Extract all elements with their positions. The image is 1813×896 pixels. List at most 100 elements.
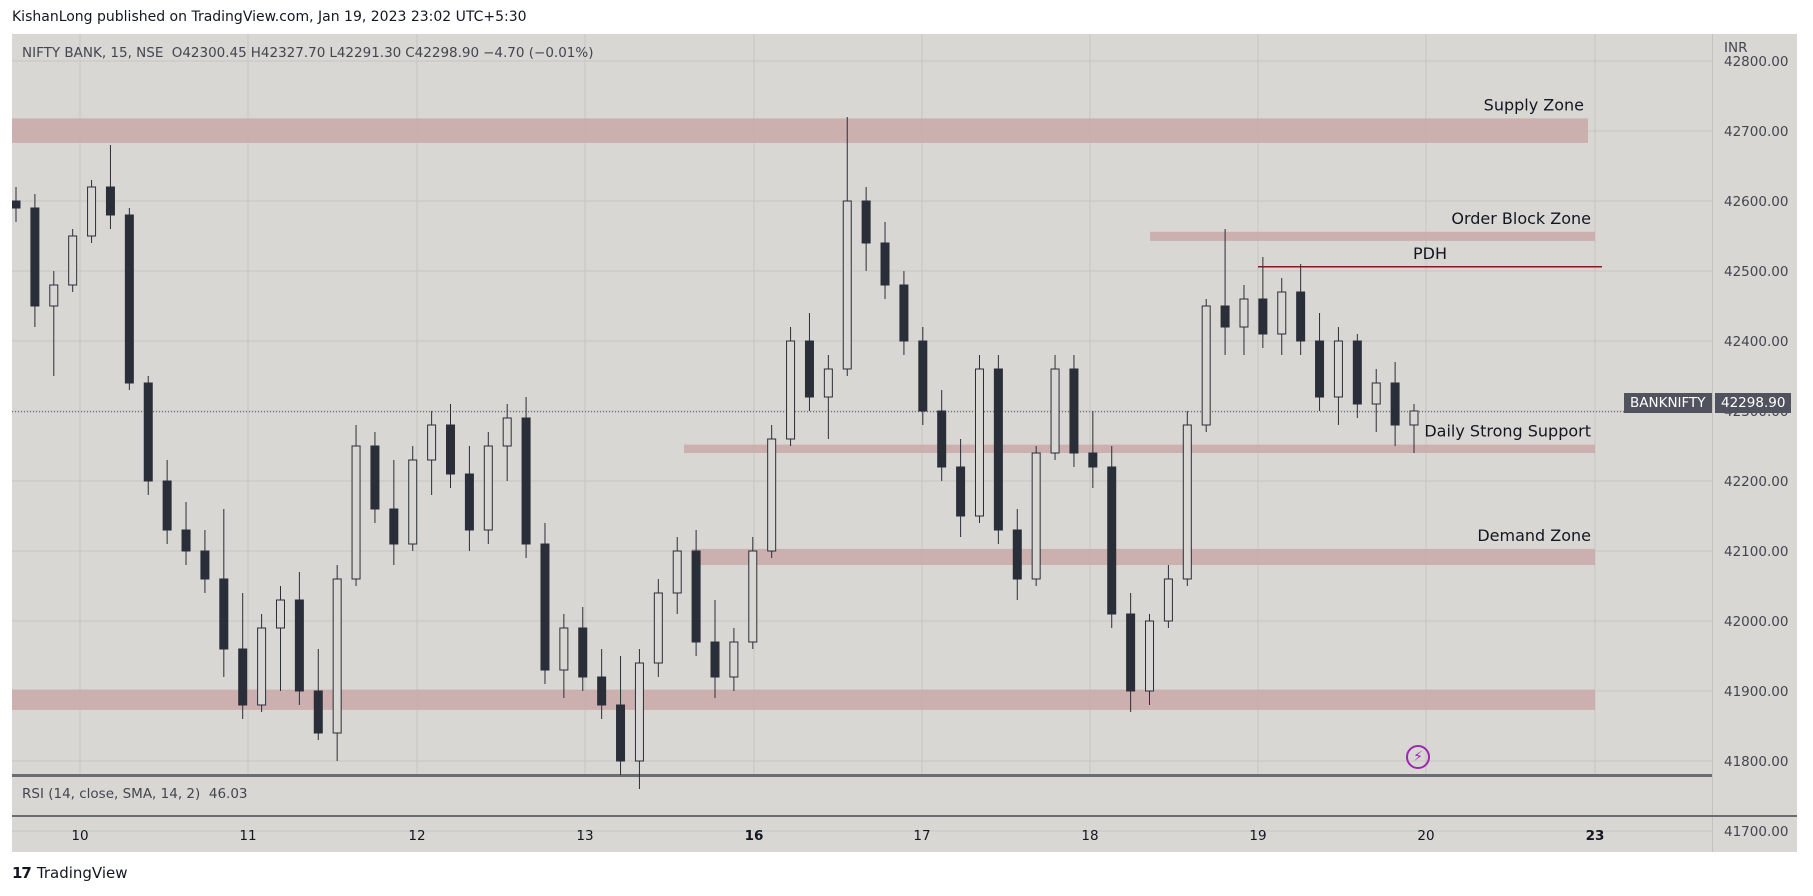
symbol-price-tag: BANKNIFTY bbox=[1624, 393, 1712, 413]
price-tick-label: 41800.00 bbox=[1724, 754, 1788, 770]
candle bbox=[1050, 355, 1060, 460]
legend-change: −4.70 (−0.01%) bbox=[483, 45, 594, 61]
candle bbox=[616, 656, 626, 775]
legend-open: O42300.45 bbox=[171, 45, 247, 61]
zone-label: Daily Strong Support bbox=[1424, 422, 1591, 441]
candle bbox=[1371, 369, 1381, 432]
last-price-tag: 42298.90 bbox=[1715, 393, 1792, 413]
candle bbox=[1069, 355, 1079, 467]
candle bbox=[1201, 299, 1211, 432]
candle bbox=[313, 649, 323, 740]
time-tick-label: 10 bbox=[71, 828, 88, 844]
candle bbox=[124, 208, 134, 390]
time-tick-label: 19 bbox=[1249, 828, 1266, 844]
price-tick-label: 42000.00 bbox=[1724, 614, 1788, 630]
time-axis[interactable]: 10 11 12 13 16 17 18 19 20 23 bbox=[71, 828, 1604, 844]
candle bbox=[1126, 593, 1136, 712]
time-tick-label: 16 bbox=[745, 828, 764, 844]
candle bbox=[502, 404, 512, 481]
candlestick-chart[interactable]: Supply Zone Order Block Zone Daily Strong … bbox=[12, 34, 1797, 852]
candle bbox=[483, 432, 493, 544]
candle bbox=[257, 614, 267, 712]
candle bbox=[729, 628, 739, 691]
price-tick-label: 42500.00 bbox=[1724, 264, 1788, 280]
pane-divider[interactable] bbox=[12, 774, 1712, 777]
candle bbox=[710, 600, 720, 698]
candle bbox=[1107, 446, 1117, 628]
price-tick-label: 42800.00 bbox=[1724, 54, 1788, 70]
candle bbox=[540, 523, 550, 684]
tradingview-logo-icon: 17 bbox=[12, 864, 32, 882]
candles-layer bbox=[12, 117, 1419, 789]
candle bbox=[446, 404, 456, 488]
candle bbox=[993, 355, 1003, 544]
price-tick-label: 41700.00 bbox=[1724, 824, 1788, 840]
time-tick-label: 12 bbox=[408, 828, 425, 844]
candle bbox=[691, 530, 701, 656]
candle bbox=[823, 355, 833, 439]
zone-rect bbox=[12, 689, 1595, 710]
candle bbox=[87, 180, 97, 243]
rsi-legend[interactable]: RSI (14, close, SMA, 14, 2) 46.03 bbox=[22, 786, 248, 802]
candle bbox=[200, 530, 210, 593]
legend-low: L42291.30 bbox=[329, 45, 402, 61]
candle bbox=[275, 586, 285, 691]
candle bbox=[578, 607, 588, 691]
candle bbox=[1182, 411, 1192, 586]
candle bbox=[49, 271, 59, 376]
candle bbox=[294, 572, 304, 705]
candle bbox=[786, 327, 796, 446]
zone-label: Demand Zone bbox=[1477, 526, 1591, 545]
candle bbox=[634, 649, 644, 789]
candle bbox=[937, 390, 947, 481]
time-tick-label: 13 bbox=[576, 828, 593, 844]
candle bbox=[653, 579, 663, 677]
footer-brand[interactable]: 17 TradingView bbox=[12, 864, 128, 882]
candle bbox=[1163, 565, 1173, 628]
price-tick-label: 42100.00 bbox=[1724, 544, 1788, 560]
legend-high: H42327.70 bbox=[250, 45, 326, 61]
zone-label: Order Block Zone bbox=[1451, 209, 1591, 228]
zone-rect bbox=[684, 444, 1595, 453]
chart-pane[interactable] bbox=[12, 34, 1797, 852]
zone-label: Supply Zone bbox=[1484, 95, 1584, 114]
candle bbox=[181, 502, 191, 565]
candle bbox=[521, 397, 531, 558]
candle bbox=[219, 509, 229, 677]
candle bbox=[672, 537, 682, 614]
rsi-label: RSI (14, close, SMA, 14, 2) bbox=[22, 786, 201, 802]
price-tick-label: 41900.00 bbox=[1724, 684, 1788, 700]
candle bbox=[767, 425, 777, 558]
zone-rect bbox=[12, 118, 1588, 143]
candle bbox=[1296, 264, 1306, 355]
footer-brand-text: TradingView bbox=[36, 864, 128, 882]
candle bbox=[162, 460, 172, 544]
price-axis[interactable]: 42800.00 42700.00 42600.00 42500.00 42400.00… bbox=[1724, 54, 1788, 840]
time-tick-label: 11 bbox=[239, 828, 256, 844]
candle bbox=[68, 229, 78, 292]
publisher-line: KishanLong published on TradingView.com,… bbox=[12, 9, 527, 25]
candle bbox=[559, 614, 569, 698]
zone-rect bbox=[692, 548, 1595, 565]
candle bbox=[1012, 509, 1022, 600]
legend-close: C42298.90 bbox=[405, 45, 480, 61]
rsi-value: 46.03 bbox=[208, 786, 248, 802]
symbol-legend[interactable]: NIFTY BANK, 15, NSE O42300.45 H42327.70 L4… bbox=[22, 45, 598, 61]
candle bbox=[12, 187, 21, 222]
candle bbox=[351, 425, 361, 586]
candle bbox=[1390, 362, 1400, 446]
candle bbox=[1088, 411, 1098, 488]
candle bbox=[1409, 404, 1419, 453]
price-tick-label: 42200.00 bbox=[1724, 474, 1788, 490]
candle bbox=[597, 649, 607, 719]
candle bbox=[956, 439, 966, 537]
candle bbox=[408, 446, 418, 551]
candle bbox=[1333, 327, 1343, 425]
legend-symbol: NIFTY BANK, 15, NSE bbox=[22, 45, 164, 61]
candle bbox=[1220, 229, 1230, 355]
currency-label: INR bbox=[1724, 40, 1747, 56]
candle bbox=[30, 194, 40, 327]
candle bbox=[143, 376, 153, 495]
lightning-icon[interactable]: ⚡ bbox=[1406, 745, 1430, 769]
price-axis-separator bbox=[1712, 34, 1713, 852]
